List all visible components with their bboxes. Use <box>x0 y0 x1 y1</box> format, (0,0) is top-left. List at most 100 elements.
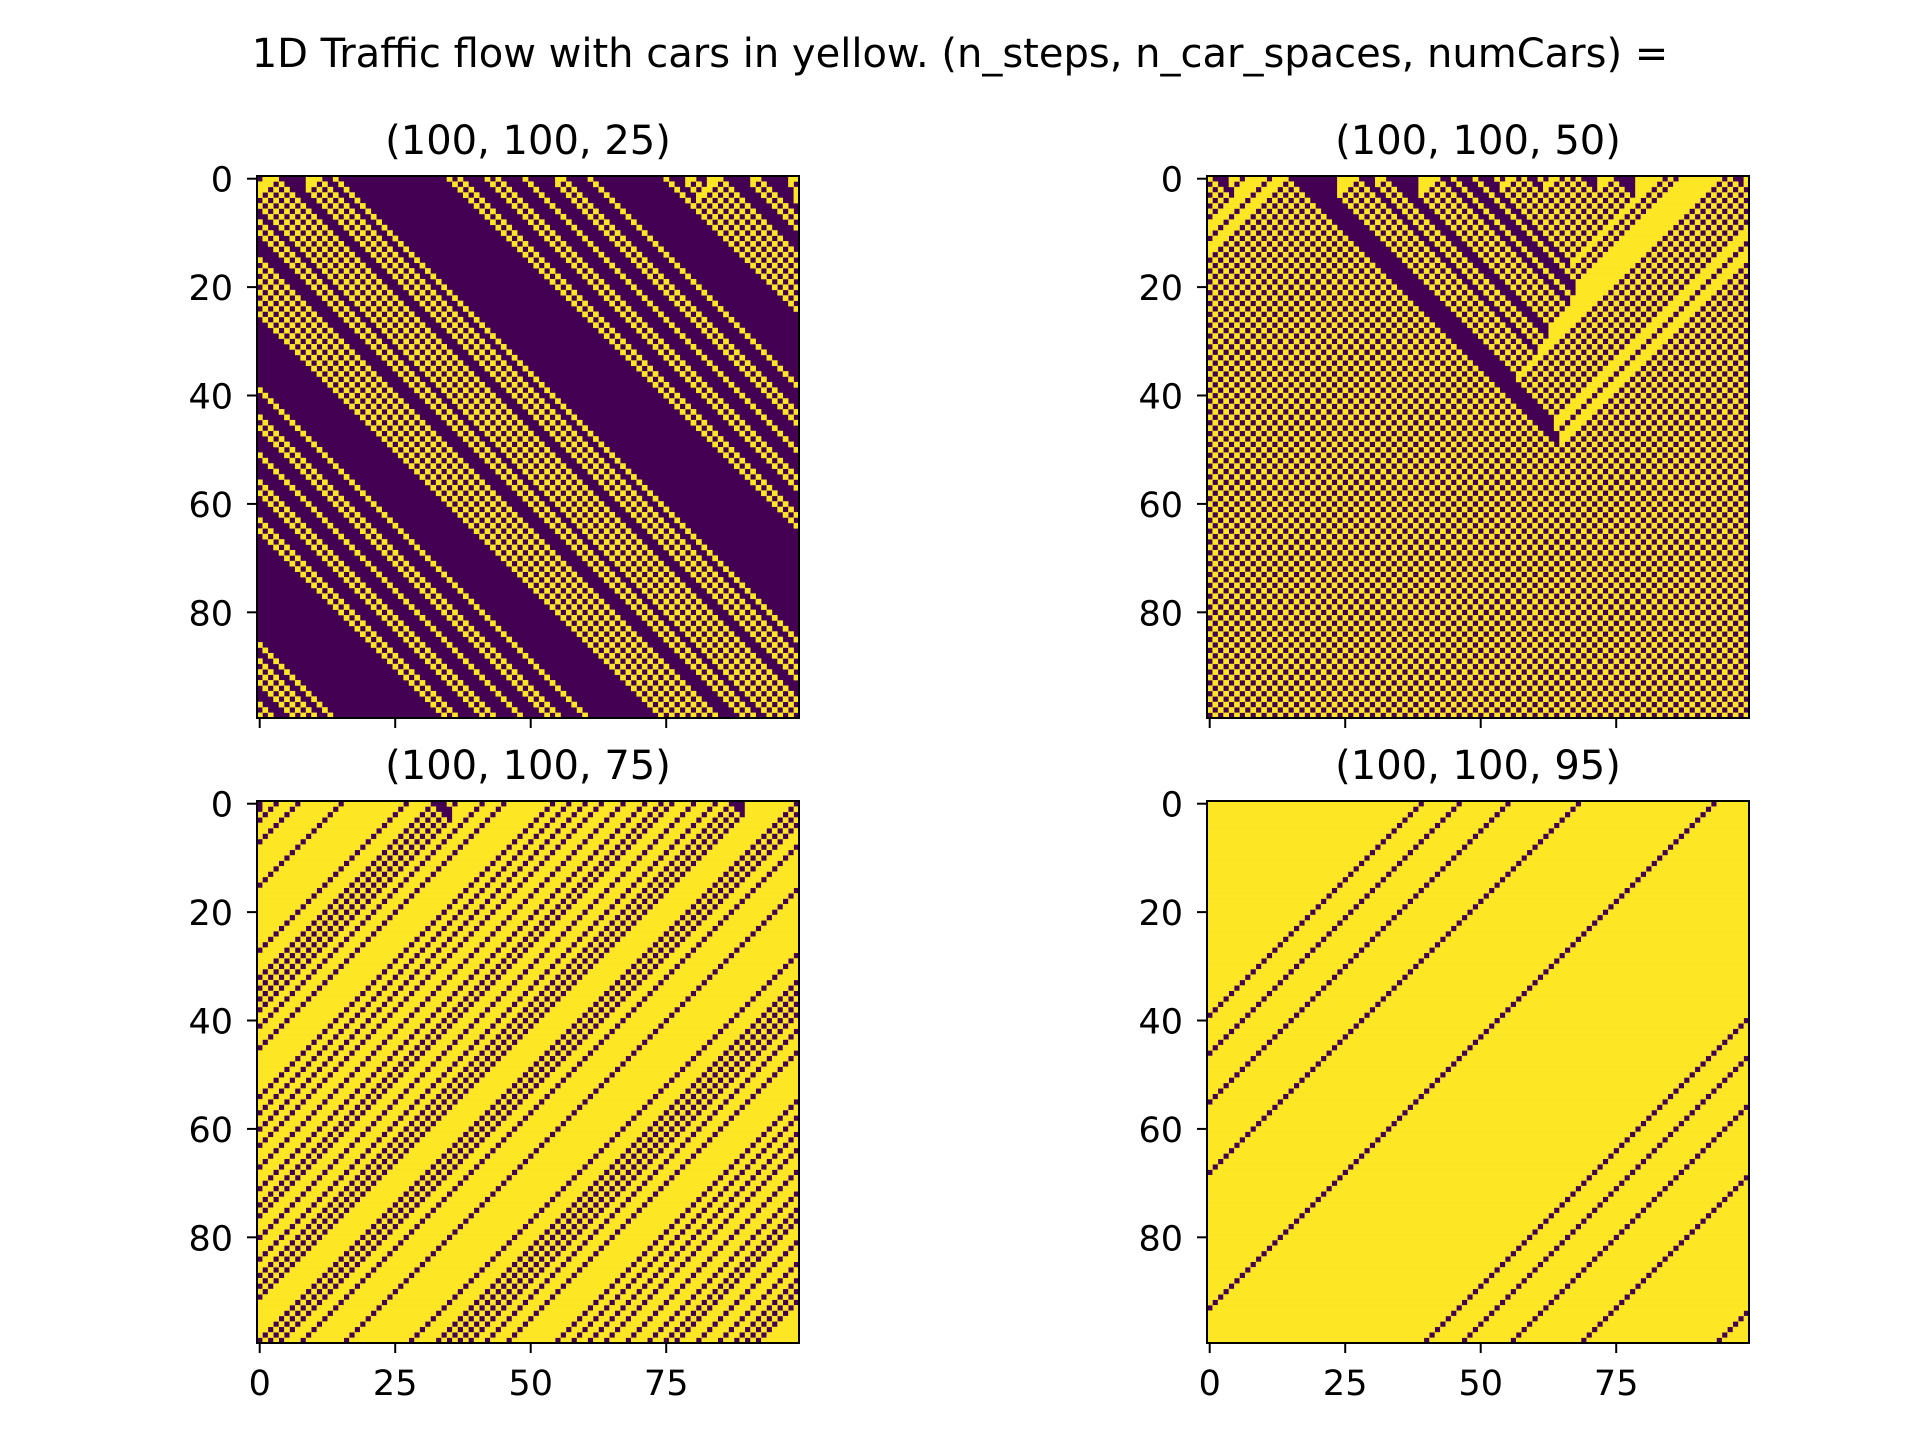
heatmap-cell-run <box>1537 441 1544 448</box>
heatmap-cell-run <box>425 647 431 654</box>
heatmap-cell-run <box>696 620 702 627</box>
heatmap-cell-run <box>1499 181 1511 188</box>
heatmap-cell-run <box>674 533 681 540</box>
heatmap-cell-run <box>1326 316 1332 323</box>
heatmap-cell-run <box>1347 436 1354 442</box>
heatmap-cell-run <box>679 539 686 545</box>
heatmap-cell-run <box>1429 251 1435 258</box>
heatmap-cell-run <box>1380 425 1387 432</box>
heatmap-cell-run <box>1537 262 1544 269</box>
heatmap-cell-run <box>468 371 475 377</box>
heatmap-cell-run <box>771 463 778 469</box>
heatmap-cell-run <box>1331 333 1338 339</box>
heatmap-cell-run <box>571 300 578 307</box>
heatmap-cell-run <box>1353 268 1360 274</box>
heatmap-cell-run <box>1467 436 1473 442</box>
heatmap-cell-run <box>1640 316 1647 323</box>
heatmap-cell-run <box>1315 219 1322 226</box>
heatmap-cell-run <box>533 701 540 708</box>
heatmap-cell-run <box>1423 316 1430 323</box>
heatmap-cell-run <box>1732 257 1750 264</box>
heatmap-cell-run <box>300 495 307 502</box>
heatmap-cell-run <box>598 316 605 323</box>
heatmap-cell-run <box>1331 344 1338 350</box>
heatmap-cell-run <box>495 338 502 345</box>
heatmap-cell-run <box>452 647 458 654</box>
heatmap-cell-run <box>1255 192 1273 198</box>
heatmap-cell-run <box>1488 322 1495 329</box>
heatmap-cell-run <box>1602 224 1614 231</box>
heatmap-cell-run <box>1673 349 1679 356</box>
heatmap-cell-run <box>349 517 355 524</box>
heatmap-cell-run <box>1526 452 1533 459</box>
heatmap-cell-run <box>1711 278 1728 285</box>
heatmap-cell-run <box>1342 246 1349 253</box>
heatmap-cell-run <box>793 197 800 204</box>
heatmap-cell-run <box>1515 376 1522 383</box>
heatmap-cell-run <box>587 447 594 453</box>
heatmap-cell-run <box>1602 474 1609 480</box>
heatmap-cell-run <box>1207 436 1213 442</box>
heatmap-cell-run <box>1380 360 1387 366</box>
heatmap-cell-run <box>1272 176 1289 182</box>
heatmap-cell-run <box>1467 273 1473 280</box>
heatmap-cell-run <box>1207 327 1213 334</box>
heatmap-cell-run <box>1266 311 1273 318</box>
heatmap-cell-run <box>446 501 453 507</box>
heatmap-cell-run <box>522 365 529 372</box>
heatmap-cell-run <box>1261 241 1267 247</box>
heatmap-cell-run <box>1727 208 1734 215</box>
heatmap-cell-run <box>430 484 437 491</box>
heatmap-cell-run <box>1369 338 1376 345</box>
heatmap-cell-run <box>327 360 334 366</box>
heatmap-cell-run <box>414 636 420 643</box>
heatmap-cell-run <box>1266 333 1273 339</box>
heatmap-cell-run <box>755 690 762 697</box>
heatmap-cell-run <box>652 278 659 285</box>
heatmap-cell-run <box>1526 387 1533 394</box>
heatmap-cell-run <box>387 398 393 404</box>
heatmap-cell-run <box>1478 251 1484 258</box>
heatmap-cell-run <box>1532 235 1538 242</box>
heatmap-cell-run <box>457 338 464 345</box>
heatmap-cell-run <box>766 701 773 708</box>
heatmap-cell-run <box>1207 371 1213 377</box>
heatmap-cell-run <box>1591 235 1603 242</box>
heatmap-cell-run <box>1239 425 1246 432</box>
heatmap-cell-run <box>538 419 545 426</box>
heatmap-cell-run <box>641 371 648 377</box>
heatmap-cell-run <box>1683 360 1690 366</box>
heatmap-cell-run <box>1299 452 1305 459</box>
heatmap-cell-run <box>1564 338 1571 345</box>
heatmap-cell-run <box>533 587 540 594</box>
heatmap-cell-run <box>1656 463 1663 469</box>
heatmap-cell-run <box>1375 344 1381 350</box>
heatmap-cell-run <box>1396 376 1403 383</box>
heatmap-cell-run <box>1705 360 1712 366</box>
heatmap-cell-run <box>630 674 637 681</box>
heatmap-cell-run <box>1510 344 1517 350</box>
heatmap-cell-run <box>1244 235 1251 242</box>
heatmap-cell-run <box>1467 403 1473 410</box>
heatmap-cell-run <box>1732 419 1739 426</box>
heatmap-cell-run <box>1570 398 1587 404</box>
heatmap-cell-run <box>658 712 664 719</box>
heatmap-cell-run <box>1532 381 1538 388</box>
heatmap-cell-run <box>300 468 307 475</box>
heatmap-cell-run <box>1597 197 1603 204</box>
heatmap-cell-run <box>1440 409 1446 415</box>
heatmap-cell-run <box>397 593 404 600</box>
heatmap-cell-run <box>1434 186 1441 193</box>
heatmap-cell-run <box>1694 219 1701 226</box>
heatmap-cell-run <box>1337 457 1343 464</box>
heatmap-cell-run <box>365 398 372 404</box>
heatmap-cell-run <box>294 295 301 301</box>
heatmap-cell-run <box>359 414 366 421</box>
heatmap-cell-run <box>560 474 567 480</box>
heatmap-cell-run <box>1548 192 1555 198</box>
heatmap-cell-run <box>663 609 670 616</box>
heatmap-cell-run <box>349 192 355 198</box>
heatmap-cell-run <box>403 316 410 323</box>
heatmap-cell-run <box>1380 457 1387 464</box>
